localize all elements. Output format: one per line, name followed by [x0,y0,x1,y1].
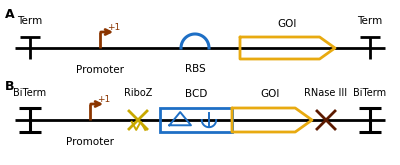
Text: Term: Term [357,16,383,26]
Text: +1: +1 [107,23,120,33]
Text: RiboZ: RiboZ [124,88,152,98]
Text: Promoter: Promoter [66,137,114,147]
Text: +1: +1 [97,96,110,104]
Text: BCD: BCD [185,89,207,99]
Text: RBS: RBS [185,64,205,74]
Text: BiTerm: BiTerm [14,88,46,98]
Text: B: B [5,80,14,93]
Bar [160,108,232,132]
Text: Promoter: Promoter [76,65,124,75]
Text: GOI: GOI [260,89,280,99]
Text: GOI: GOI [277,19,297,29]
Text: BiTerm: BiTerm [354,88,386,98]
Text: RNase III: RNase III [304,88,348,98]
Text: Term: Term [17,16,43,26]
Text: A: A [5,8,15,21]
